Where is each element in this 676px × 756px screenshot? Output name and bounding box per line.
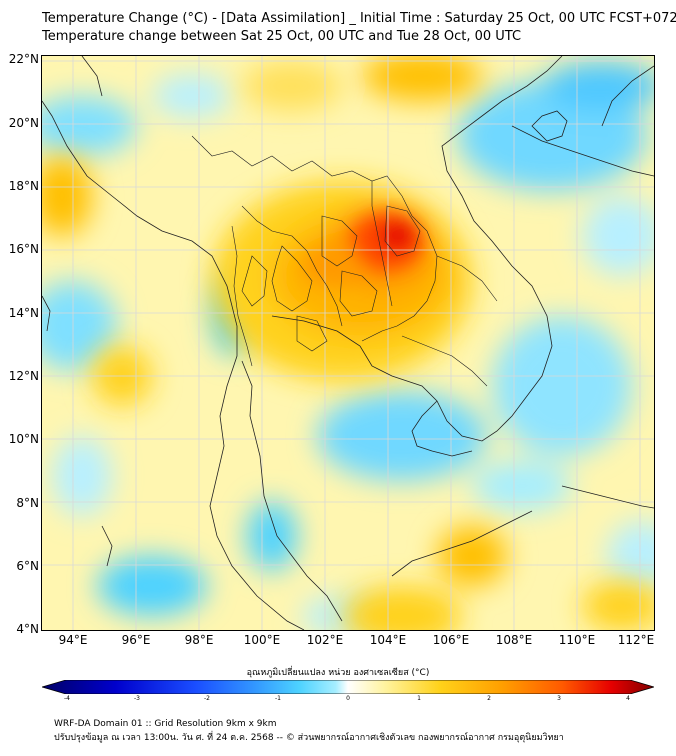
- lat-label-8: 8°N: [16, 496, 39, 510]
- lat-label-6: 6°N: [16, 559, 39, 573]
- colorbar: [42, 680, 654, 694]
- map-title: Temperature Change (°C) - [Data Assimila…: [42, 10, 676, 46]
- title-line-1: Temperature Change (°C) - [Data Assimila…: [42, 11, 676, 26]
- lat-label-20: 20°N: [8, 116, 39, 130]
- lat-label-4: 4°N: [16, 622, 39, 636]
- country-borders: [191, 135, 498, 387]
- lat-label-10: 10°N: [8, 432, 39, 446]
- colorbar-tick-1: 1: [417, 695, 421, 702]
- temperature-field-map: [42, 56, 654, 630]
- colorbar-fill: [42, 680, 654, 694]
- lon-label-94: 94°E: [58, 633, 88, 647]
- lon-label-96: 96°E: [121, 633, 151, 647]
- colorbar-tick-neg2: -2: [204, 695, 210, 702]
- map-panel: [41, 55, 655, 631]
- lat-label-22: 22°N: [8, 52, 39, 66]
- colorbar-tick-neg3: -3: [134, 695, 140, 702]
- coastlines: [42, 56, 654, 630]
- colorbar-tick-0: 0: [346, 695, 350, 702]
- lat-label-12: 12°N: [8, 369, 39, 383]
- colorbar-tick-4: 4: [626, 695, 630, 702]
- colorbar-tick-neg4: -4: [64, 695, 70, 702]
- title-line-2: Temperature change between Sat 25 Oct, 0…: [42, 29, 522, 44]
- lat-label-16: 16°N: [8, 242, 39, 256]
- grid-lines: [42, 56, 654, 630]
- footer-model-info: WRF-DA Domain 01 :: Grid Resolution 9km …: [54, 719, 277, 729]
- lon-label-100: 100°E: [243, 633, 281, 647]
- lon-label-104: 104°E: [369, 633, 407, 647]
- footer-credit: ปรับปรุงข้อมูล ณ เวลา 13:00น. วัน ศ. ที่…: [54, 733, 564, 743]
- colorbar-tick-neg1: -1: [275, 695, 281, 702]
- lon-label-110: 110°E: [558, 633, 596, 647]
- lon-label-108: 108°E: [495, 633, 533, 647]
- lon-label-98: 98°E: [184, 633, 214, 647]
- lat-label-18: 18°N: [8, 179, 39, 193]
- colorbar-tick-3: 3: [557, 695, 561, 702]
- lon-label-106: 106°E: [432, 633, 470, 647]
- colorbar-tick-2: 2: [487, 695, 491, 702]
- lat-label-14: 14°N: [8, 306, 39, 320]
- colorbar-label: อุณหภูมิเปลี่ยนแปลง หน่วย องศาเซลเซียส (…: [246, 668, 430, 678]
- lon-label-112: 112°E: [617, 633, 655, 647]
- lon-label-102: 102°E: [306, 633, 344, 647]
